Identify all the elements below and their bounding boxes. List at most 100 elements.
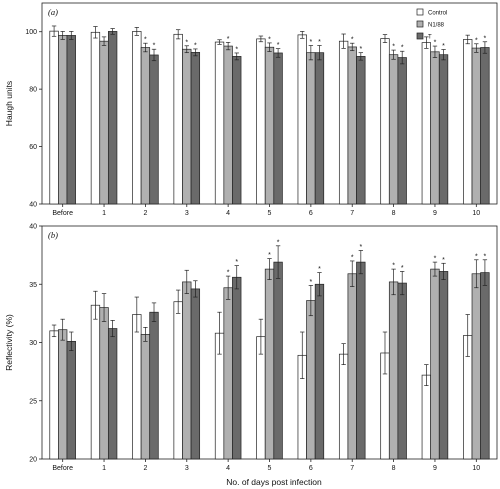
x-tick-label: 8 [392,210,396,217]
bar-control [463,39,473,205]
bar-t [66,340,76,460]
legend: Control N1/88 T [416,8,447,41]
bar-control [49,30,59,205]
significance-star: * [351,37,354,44]
legend-label: N1/88 [428,23,445,29]
x-tick-label: 5 [268,210,272,217]
panel-a: 40 60 80 100 Haugh units (a) Before 1 2 * * 3 * * 4 * * 5… [4,2,498,217]
x-tick-label: 3 [185,465,189,472]
legend-swatch [416,20,424,28]
bar-n1-88 [347,273,357,460]
x-tick-label: 4 [226,210,230,217]
bar-n1-88 [388,281,399,460]
bar-t [356,56,366,205]
legend-swatch [416,32,424,40]
significance-star: * [268,36,271,43]
bar-control [297,34,307,205]
bar-t [438,54,449,205]
bar-n1-88 [430,268,440,460]
bar-n1-88 [430,51,440,205]
bar-n1-88 [140,333,151,460]
significance-star: * [359,46,362,53]
y-tick-label: 35 [29,282,37,289]
significance-star: * [401,265,404,272]
x-tick-label: 7 [350,465,354,472]
bar-t [107,31,118,205]
significance-star: * [392,263,395,270]
significance-star: * [144,37,147,44]
bar-control [214,41,225,205]
bar-t [480,272,490,460]
y-tick-label: 60 [29,144,37,151]
bar-n1-88 [306,300,316,460]
x-tick-label: 4 [226,465,230,472]
significance-star: * [359,244,362,251]
significance-star: * [401,45,404,52]
bar-control [338,353,349,460]
legend-label: T [428,35,432,41]
y-tick-label: 40 [29,224,37,231]
bar-n1-88 [264,46,275,205]
bar-t [273,52,283,205]
bar-n1-88 [182,48,192,205]
bar-control [90,31,101,205]
y-axis-title: Reflectivity (%) [4,314,14,371]
bar-control [173,33,183,205]
bar-n1-88 [388,54,399,205]
significance-star: * [318,39,321,46]
x-tick-label: Before [52,210,73,217]
bar-n1-88 [182,281,192,460]
bar-control [380,38,390,205]
x-tick-label: 1 [102,210,106,217]
significance-star: * [194,42,197,49]
x-tick-label: 3 [185,210,189,217]
panel-label: (b) [48,230,58,240]
bar-t [149,311,159,460]
x-tick-label: 2 [143,210,147,217]
bar-control [132,314,142,460]
significance-star: * [185,39,188,46]
bar-control [132,31,142,205]
bar-n1-88 [58,35,68,205]
significance-star: * [484,35,487,42]
significance-star: * [235,46,238,53]
bar-control [421,42,432,205]
x-tick-label: 9 [433,465,437,472]
y-tick-label: 20 [29,457,37,464]
bar-t [480,47,490,205]
bar-t [314,283,325,460]
bar-t [107,328,118,460]
bar-n1-88 [140,47,151,205]
bar-control [49,330,59,460]
bar-control [256,336,266,460]
x-tick-label: 7 [350,210,354,217]
bar-n1-88 [471,273,481,460]
significance-star: * [351,254,354,261]
significance-star: * [277,239,280,246]
x-axis-title: No. of days post infection [226,477,322,487]
significance-star: * [484,253,487,260]
x-tick-label: 1 [102,465,106,472]
significance-star: * [392,44,395,51]
x-tick-label: 10 [472,210,480,217]
significance-star: * [153,43,156,50]
bar-n1-88 [223,287,233,460]
bar-t [397,282,407,460]
bar-t [397,57,407,205]
bar-t [190,52,201,205]
significance-star: * [309,39,312,46]
bar-n1-88 [471,47,481,205]
x-tick-label: 10 [472,465,480,472]
significance-star: * [227,270,230,277]
bar-control [338,40,349,205]
bar-control [90,304,101,460]
significance-star: * [434,40,437,47]
bar-control [421,374,432,460]
significance-star: * [318,266,321,273]
bar-t [273,261,283,460]
significance-star: * [309,279,312,286]
bar-n1-88 [347,46,357,205]
y-tick-label: 100 [25,29,37,36]
significance-star: * [277,42,280,49]
